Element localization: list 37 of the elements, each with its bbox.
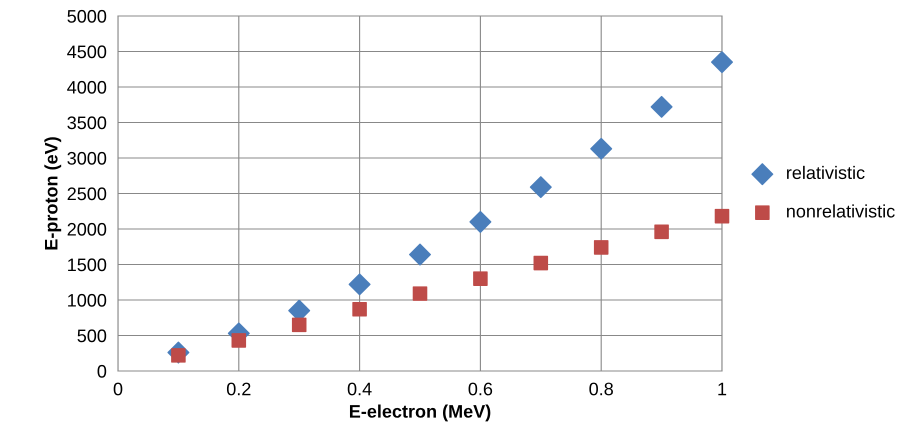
- point: [352, 302, 367, 317]
- y-tick-label: 3000: [67, 152, 106, 165]
- x-axis-title: E-electron (MeV): [350, 404, 490, 422]
- y-tick-label: 1500: [68, 258, 106, 272]
- legend-label: relativistic: [787, 166, 865, 180]
- x-tick-label: 0.8: [589, 382, 613, 396]
- point: [412, 286, 428, 301]
- x-tick-label: 0.4: [348, 382, 372, 396]
- y-tick-label: 4000: [67, 80, 106, 94]
- x-tick-label: 0.6: [468, 382, 492, 396]
- point: [590, 138, 612, 160]
- point: [650, 96, 673, 118]
- point: [292, 318, 306, 332]
- y-tick-label: 4500: [67, 45, 106, 58]
- point: [232, 333, 246, 348]
- y-tick-label: 1000: [68, 294, 106, 307]
- y-axis-title: E-proton (eV): [44, 137, 62, 250]
- point: [594, 240, 608, 255]
- point: [473, 271, 488, 286]
- x-tick-label: 0.2: [226, 382, 250, 396]
- legend-label: nonrelativistic: [787, 204, 895, 218]
- point: [534, 256, 548, 270]
- y-tick-label: 3500: [67, 116, 106, 130]
- point: [409, 244, 431, 266]
- x-tick-label: 1: [718, 382, 726, 396]
- point: [469, 210, 492, 233]
- y-tick-label: 2500: [68, 187, 106, 200]
- point: [348, 273, 371, 296]
- point: [711, 51, 733, 74]
- y-tick-label: 2000: [68, 222, 106, 236]
- y-tick-label: 5000: [67, 10, 106, 23]
- point: [714, 208, 730, 224]
- point: [530, 176, 552, 198]
- point: [654, 224, 669, 240]
- y-tick-label: 0: [98, 364, 106, 378]
- x-tick-label: 0: [114, 382, 122, 396]
- y-tick-label: 500: [77, 329, 106, 342]
